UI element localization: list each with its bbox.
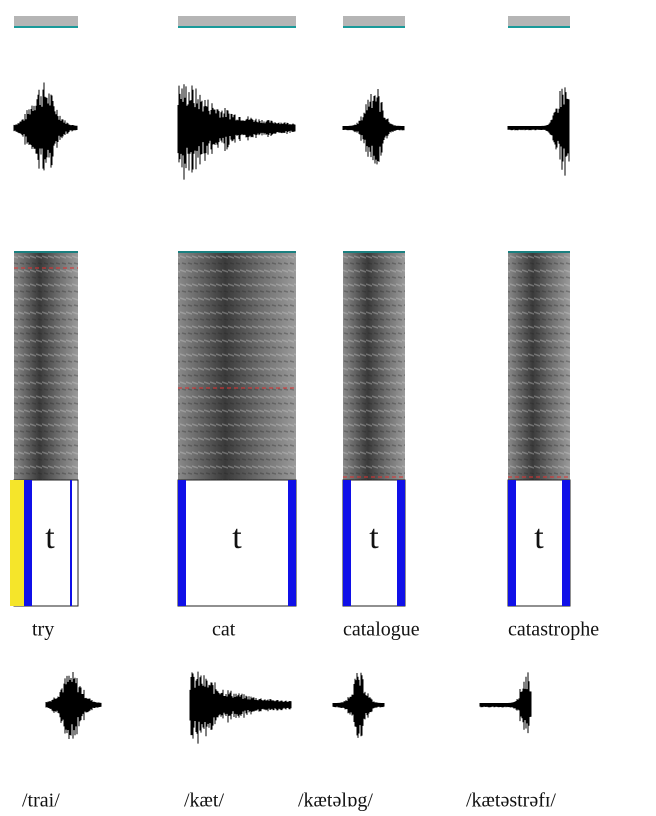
word-label: cat	[212, 619, 236, 641]
boundary	[562, 480, 570, 606]
segment-label: t	[45, 519, 55, 556]
spectrogram-texture	[178, 253, 296, 480]
ipa-label: /kætəlɒg/	[298, 790, 373, 812]
top-bar	[508, 16, 570, 26]
spectrogram-texture	[508, 253, 570, 480]
ipa-label: /kæt/	[184, 790, 224, 812]
word-label: catastrophe	[508, 619, 599, 641]
waveform	[178, 84, 295, 179]
top-bar	[178, 16, 296, 26]
waveform	[190, 672, 291, 744]
boundary	[70, 480, 72, 606]
ipa-label: /trai/	[22, 790, 60, 812]
waveform	[508, 87, 569, 175]
word-label: catalogue	[343, 619, 420, 641]
waveform	[14, 82, 77, 170]
boundary	[24, 480, 32, 606]
figure: t try/trai/t cat/kæt/t catalogue/kætəlɒg/t c…	[0, 0, 656, 816]
waveform	[480, 672, 531, 733]
spectrogram-texture	[343, 253, 405, 480]
boundary	[343, 480, 351, 606]
top-bar	[14, 16, 78, 26]
word-label: try	[32, 619, 54, 641]
boundary	[397, 480, 405, 606]
spectrogram-texture	[14, 253, 78, 480]
waveform	[343, 89, 404, 164]
highlight	[10, 480, 24, 606]
waveform	[46, 672, 101, 739]
boundary	[178, 480, 186, 606]
segment-label: t	[232, 519, 242, 556]
top-bar	[343, 16, 405, 26]
boundary	[288, 480, 296, 606]
ipa-label: /kætəstrəfɪ/	[466, 790, 556, 812]
segment-label: t	[534, 519, 544, 556]
waveform	[333, 673, 384, 738]
boundary	[508, 480, 516, 606]
segment-label: t	[369, 519, 379, 556]
